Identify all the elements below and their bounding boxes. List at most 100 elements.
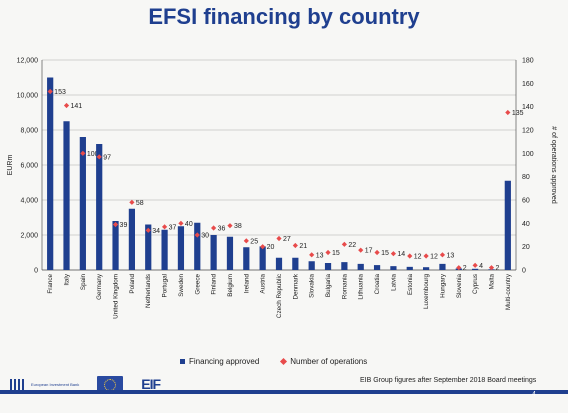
legend-item-operations: Number of operations [280,357,368,366]
bar [292,257,299,270]
operations-data-label: 30 [201,233,209,240]
operations-data-label: 22 [348,242,356,249]
operations-data-label: 13 [446,252,454,259]
category-label: Hungary [439,273,446,298]
eib-logo-text: European Investment Bank [31,381,80,387]
y2-tick-label: 0 [522,268,526,275]
category-label: Czech Republic [276,274,283,318]
category-label: Romania [341,274,348,300]
y-tick-label: 8,000 [20,128,38,135]
operations-marker [505,109,511,116]
operations-marker [227,223,233,229]
category-label: Cyprus [472,274,479,294]
category-label: Poland [129,274,136,294]
operations-data-label: 15 [381,250,389,257]
page-number: 4 [532,391,536,398]
operations-marker [407,253,413,259]
y2-tick-label: 100 [522,151,534,158]
bar [406,266,413,270]
operations-marker [309,252,315,258]
operations-marker [47,88,53,95]
operations-data-label: 2 [463,265,467,272]
category-label: Slovenia [456,274,463,299]
y-tick-label: 6,000 [20,163,38,170]
operations-marker [96,154,102,160]
y2-tick-label: 160 [522,81,534,88]
legend: Financing approved Number of operations [180,357,367,366]
legend-label-financing: Financing approved [189,357,260,366]
operations-data-label: 37 [169,224,177,231]
operations-data-label: 58 [136,200,144,207]
operations-marker [145,227,151,233]
operations-data-label: 4 [479,263,483,270]
y-tick-label: 4,000 [20,198,38,205]
operations-data-label: 38 [234,223,242,230]
footer-bar [0,390,568,394]
y2-tick-label: 80 [522,174,530,181]
legend-label-operations: Number of operations [290,357,368,366]
european-investment-bank-logo: European Investment Bank [8,376,79,394]
operations-marker [390,251,397,257]
bar [210,235,217,270]
category-label: Croatia [374,274,381,295]
operations-data-label: 97 [103,154,111,161]
bar [422,267,430,270]
y2-tick-label: 20 [522,244,530,251]
bar [275,257,283,270]
operations-marker [292,242,298,249]
y2-tick-label: 120 [522,128,534,135]
category-label: Spain [80,274,87,291]
operations-data-label: 34 [152,228,160,235]
bar [47,77,54,270]
operations-data-label: 21 [299,243,307,250]
category-label: Sweden [178,274,185,297]
operations-marker [243,238,249,244]
category-label: Malta [488,274,495,290]
category-label: Belgium [227,274,234,297]
operations-marker [161,224,168,230]
eif-mark-icon: EIF [141,376,161,393]
operations-marker [211,225,217,231]
operations-data-label: 25 [250,238,258,245]
category-label: United Kingdom [113,274,120,319]
logo-strip: European Investment Bank EIF [8,376,161,394]
y-tick-label: 0 [34,268,38,275]
operations-data-label: 153 [54,89,66,96]
bar [145,224,152,270]
operations-marker [80,150,86,156]
operations-data-label: 12 [414,254,422,261]
operations-data-label: 141 [71,103,83,110]
bar [390,266,397,270]
y-axis-title: EURm [7,155,14,176]
category-label: Slovakia [309,274,316,298]
bar [226,236,234,270]
operations-data-label: 12 [430,254,438,261]
bar [472,268,479,270]
operations-data-label: 15 [332,250,340,257]
operations-marker [178,220,184,226]
y-tick-label: 2,000 [20,233,38,240]
bar [128,208,136,270]
operations-marker [423,253,429,259]
operations-data-label: 135 [512,110,524,117]
operations-marker [358,247,364,253]
chart-title: EFSI financing by country [148,4,420,29]
y2-tick-label: 40 [522,221,530,228]
operations-data-label: 20 [267,244,275,251]
bar [96,144,103,270]
operations-marker [472,262,478,268]
category-label: France [47,274,54,294]
operations-marker [488,265,495,271]
legend-marker-swatch [280,357,288,366]
category-label: Lithuania [358,274,365,300]
legend-bar-swatch [180,359,185,364]
operations-data-label: 100 [87,151,99,158]
operations-data-label: 14 [397,251,405,258]
bar [63,121,70,270]
bar [504,180,511,270]
operations-marker [325,249,331,256]
y2-tick-label: 60 [522,198,530,205]
bar [373,265,381,270]
operations-marker [374,249,380,256]
